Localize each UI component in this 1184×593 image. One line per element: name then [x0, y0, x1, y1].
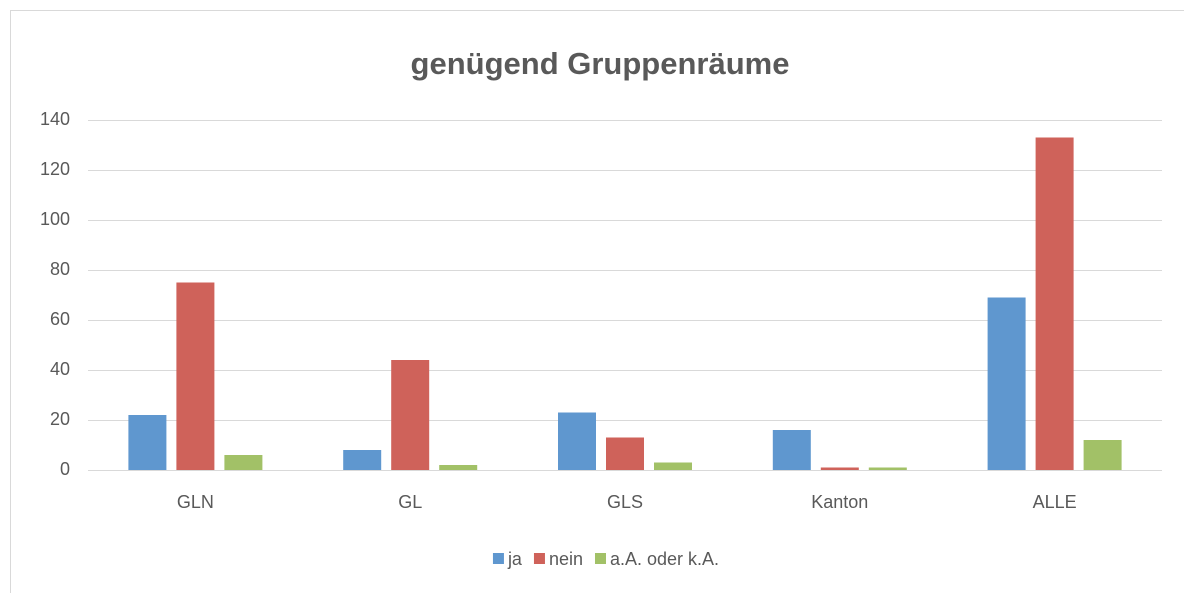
bar — [224, 455, 263, 470]
legend-label: a.A. oder k.A. — [610, 549, 719, 569]
legend-swatch — [533, 553, 545, 564]
legend-label: ja — [507, 549, 523, 569]
bar — [654, 462, 692, 470]
bar — [439, 465, 478, 470]
bar — [987, 297, 1026, 470]
y-tick-label: 20 — [50, 409, 70, 429]
legend-label: nein — [549, 549, 583, 569]
y-tick-label: 140 — [40, 109, 70, 129]
y-tick-label: 100 — [40, 209, 70, 229]
bar — [1083, 440, 1122, 470]
bar — [868, 467, 907, 470]
bar — [606, 437, 644, 470]
y-tick-label: 0 — [60, 459, 70, 479]
bar — [391, 360, 430, 470]
bar — [176, 282, 215, 470]
bar — [128, 415, 167, 470]
chart-title: genügend Gruppenräume — [411, 46, 790, 81]
y-tick-label: 40 — [50, 359, 70, 379]
x-tick-label: Kanton — [811, 492, 868, 512]
legend-swatch — [594, 553, 606, 564]
x-tick-label: ALLE — [1033, 492, 1077, 512]
y-tick-label: 120 — [40, 159, 70, 179]
bar — [343, 450, 382, 470]
x-tick-label: GLS — [607, 492, 643, 512]
y-tick-label: 80 — [50, 259, 70, 279]
bar — [820, 467, 859, 470]
bar — [772, 430, 811, 470]
y-tick-label: 60 — [50, 309, 70, 329]
x-tick-label: GL — [398, 492, 422, 512]
bar — [558, 412, 596, 470]
legend-swatch — [492, 553, 504, 564]
x-tick-label: GLN — [177, 492, 214, 512]
bar — [1035, 137, 1074, 470]
